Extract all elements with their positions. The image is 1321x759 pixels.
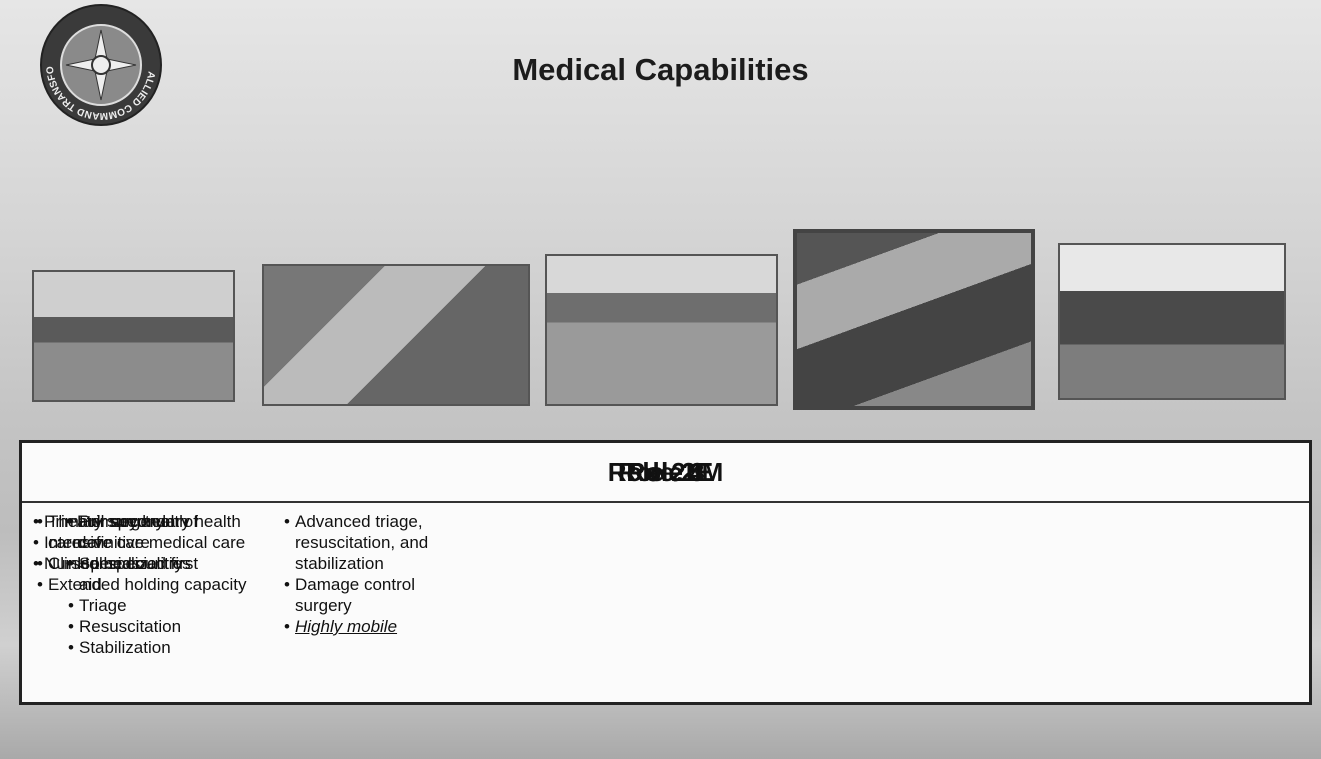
role-item-text: Highly mobile xyxy=(295,617,398,636)
role-item-text: Home country xyxy=(77,554,183,573)
role-item-text: Triage xyxy=(79,596,127,615)
role-item-text: Advanced triage, resuscitation, and stab… xyxy=(295,512,429,573)
role-item-text: Resuscitation xyxy=(79,617,182,636)
photo xyxy=(545,254,778,406)
slide-title: Medical Capabilities xyxy=(512,52,809,87)
roles-table: Role 1Primary health careSpecialized fir… xyxy=(19,440,1312,705)
photo xyxy=(262,264,530,406)
role-item: Resuscitation xyxy=(68,616,218,637)
role-item: Full spectrum of definitive medical care xyxy=(66,511,266,553)
role-item-text: Stabilization xyxy=(79,638,171,657)
role-item-text: Damage control surgery xyxy=(295,575,416,615)
logo: ALLIED COMMAND TRANSFORMATION xyxy=(36,0,162,126)
photo xyxy=(32,270,235,402)
role-item: Extended holding capacity xyxy=(37,574,247,595)
role-item: Advanced triage, resuscitation, and stab… xyxy=(284,511,474,574)
role-item: Highly mobile xyxy=(284,616,474,637)
role-item: Home country xyxy=(66,553,266,574)
photo xyxy=(793,229,1035,410)
role-items: Advanced triage, resuscitation, and stab… xyxy=(284,511,474,637)
photo xyxy=(1058,243,1286,400)
role-item-text: Extended holding capacity xyxy=(48,575,247,594)
role-item: Stabilization xyxy=(68,637,218,658)
role-items: Full spectrum of definitive medical care… xyxy=(66,511,266,574)
role-item: Triage xyxy=(68,595,218,616)
role-heading: Role 4 xyxy=(22,443,1309,503)
role-item-text: Full spectrum of definitive medical care xyxy=(77,512,246,552)
role-item: Damage control surgery xyxy=(284,574,474,616)
